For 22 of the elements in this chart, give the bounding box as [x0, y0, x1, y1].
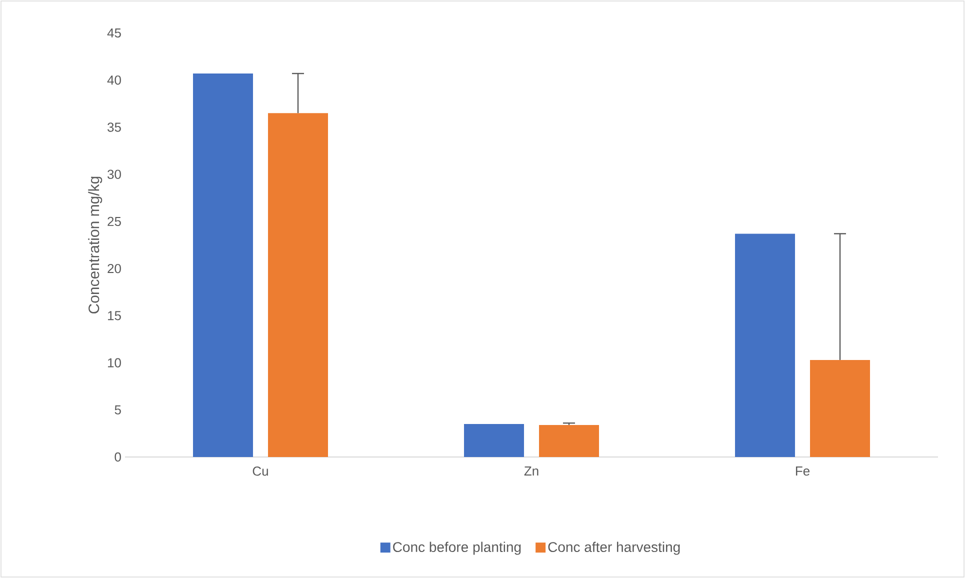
y-tick-label: 5 — [114, 405, 121, 414]
legend-label: Conc after harvesting — [548, 542, 680, 555]
y-tick-label: 30 — [108, 170, 121, 179]
bar — [464, 424, 524, 457]
y-tick-label: 25 — [108, 216, 121, 226]
y-tick-label: 40 — [107, 76, 121, 85]
y-tick-label: 35 — [108, 122, 121, 132]
y-tick-label: 10 — [108, 358, 121, 368]
x-tick-label: Fe — [796, 466, 810, 476]
y-tick-label: 45 — [107, 28, 121, 38]
y-tick-label: 15 — [108, 311, 121, 320]
bar — [268, 113, 328, 457]
bar — [810, 360, 870, 457]
bar — [193, 74, 254, 457]
y-tick-label: 20 — [108, 264, 121, 274]
y-axis-title: Concentration mg/kg — [88, 176, 102, 314]
x-tick-label: Zn — [524, 466, 538, 476]
legend-label: Conc before planting — [393, 542, 521, 555]
x-tick-label: Cu — [252, 466, 268, 476]
bar — [539, 424, 600, 457]
y-tick-label: 0 — [114, 452, 121, 462]
bar — [735, 234, 796, 457]
